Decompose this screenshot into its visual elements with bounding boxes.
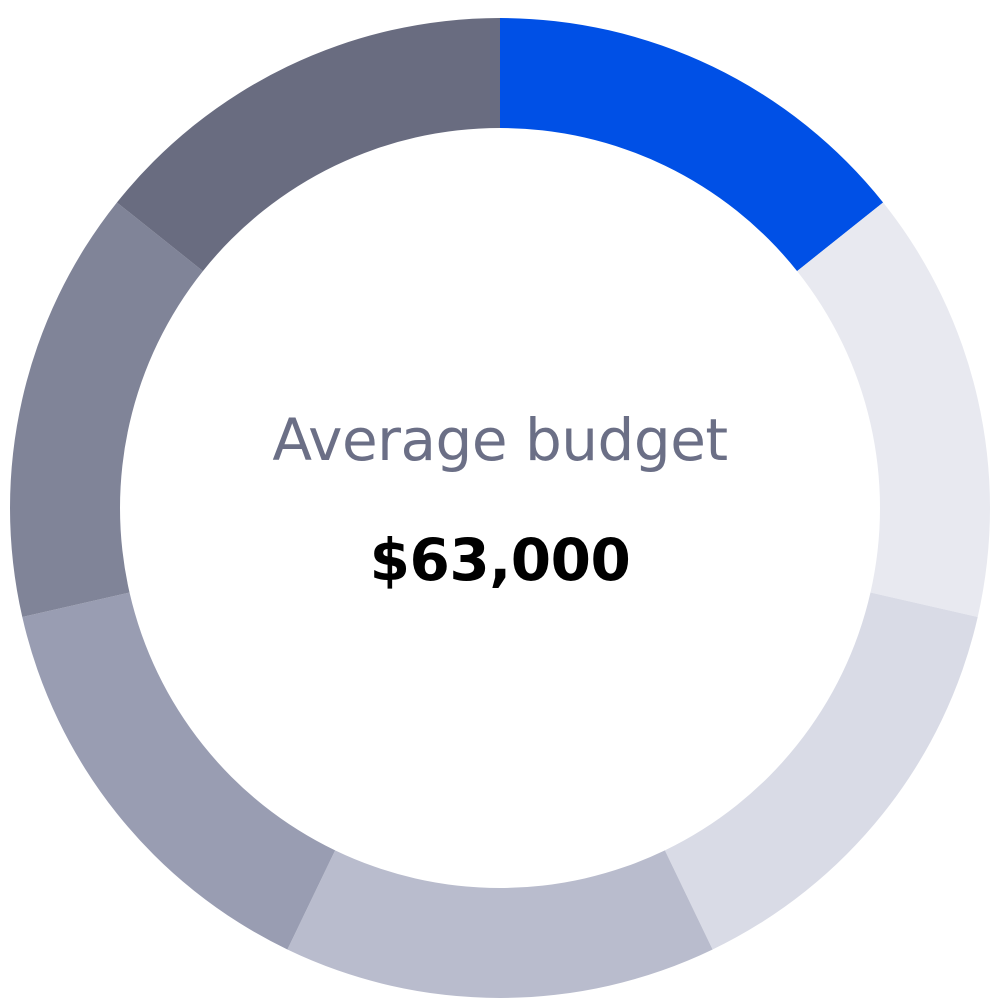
center-value: $63,000 xyxy=(369,526,631,594)
donut-segment-3 xyxy=(664,592,978,950)
donut-segment-1 xyxy=(500,18,884,272)
donut-segment-2 xyxy=(797,202,991,618)
donut-segment-5 xyxy=(22,592,336,950)
donut-segment-7 xyxy=(116,18,500,272)
center-label: Average budget xyxy=(272,406,728,474)
donut-segment-6 xyxy=(9,202,203,618)
donut-segment-4 xyxy=(287,850,713,998)
